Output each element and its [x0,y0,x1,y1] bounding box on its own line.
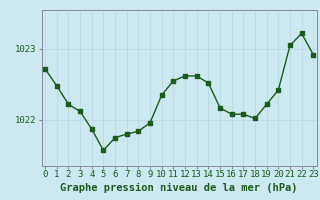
X-axis label: Graphe pression niveau de la mer (hPa): Graphe pression niveau de la mer (hPa) [60,183,298,193]
